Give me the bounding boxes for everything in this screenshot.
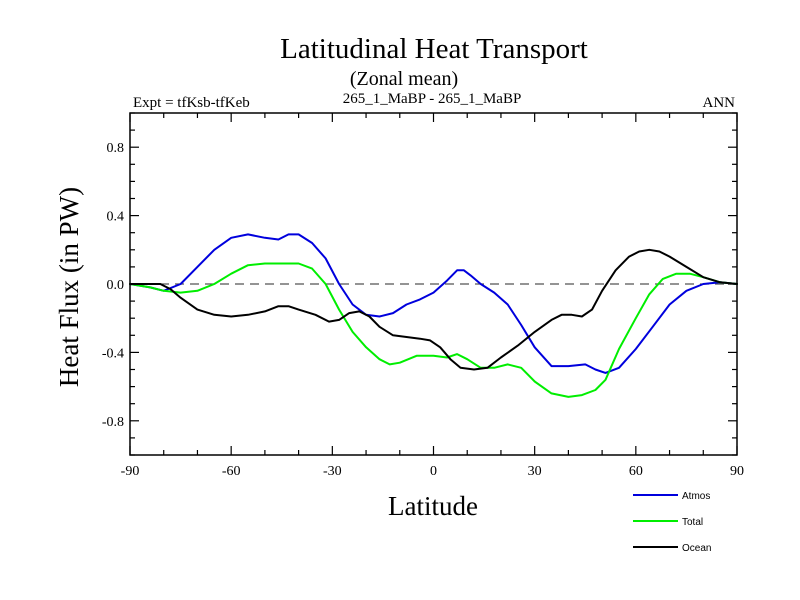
chart-subtitle: (Zonal mean) xyxy=(350,68,458,90)
y-tick-label: -0.4 xyxy=(102,346,124,361)
x-tick-label: -90 xyxy=(121,464,140,479)
x-tick-label: 30 xyxy=(528,464,542,479)
legend: Atmos Total Ocean xyxy=(633,491,711,554)
x-tick-label: -30 xyxy=(323,464,342,479)
y-axis-label: Heat Flux (in PW) xyxy=(54,187,84,387)
x-tick-label: 0 xyxy=(430,464,437,479)
plot-area: -90 -60 -30 0 30 60 90 -0.8 -0.4 0.0 0.4 0.8 xyxy=(102,112,744,479)
comparison-label: 265_1_MaBP - 265_1_MaBP xyxy=(343,91,522,107)
chart-title: Latitudinal Heat Transport xyxy=(280,33,588,65)
y-tick-label: -0.8 xyxy=(102,415,124,430)
experiment-label: Expt = tfKsb-tfKeb xyxy=(133,95,250,111)
legend-label-ocean: Ocean xyxy=(682,543,711,554)
legend-label-total: Total xyxy=(682,517,703,528)
season-label: ANN xyxy=(703,95,736,111)
y-tick-label: 0.0 xyxy=(107,278,125,293)
series-line-atmos xyxy=(129,233,738,374)
x-tick-label: 90 xyxy=(730,464,744,479)
y-tick-label: 0.8 xyxy=(107,141,125,156)
x-tick-label: -60 xyxy=(222,464,241,479)
y-tick-label: 0.4 xyxy=(107,210,125,225)
x-axis-label: Latitude xyxy=(388,491,478,521)
legend-label-atmos: Atmos xyxy=(682,491,710,502)
series-line-total xyxy=(129,262,738,398)
x-tick-label: 60 xyxy=(629,464,643,479)
series-line-ocean xyxy=(129,248,738,371)
